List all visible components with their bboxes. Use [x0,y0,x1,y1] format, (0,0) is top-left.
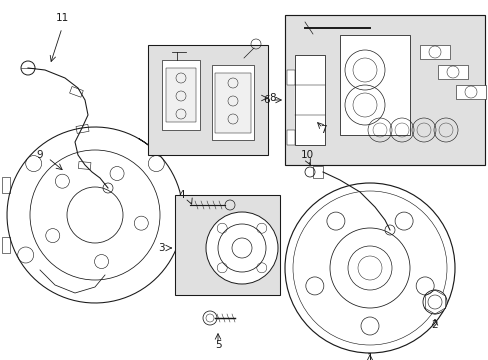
Bar [215,73,250,133]
Bar [419,45,449,59]
Text: 2: 2 [431,320,437,330]
Circle shape [422,290,446,314]
Bar [286,70,294,85]
Text: 5: 5 [214,340,221,350]
Circle shape [205,212,278,284]
Bar [286,130,294,145]
Bar [437,65,467,79]
Text: 4: 4 [178,190,184,200]
Bar [455,85,485,99]
Bar [162,60,200,130]
Bar [148,45,267,155]
Bar [78,162,91,170]
Bar [76,125,89,134]
Bar [69,86,83,97]
Text: 11: 11 [55,13,68,23]
Bar [212,65,253,140]
Bar [2,237,10,253]
Bar [294,55,325,145]
Bar [175,195,280,295]
Text: 8: 8 [269,93,276,103]
Text: 10: 10 [300,150,313,160]
Circle shape [285,183,454,353]
Bar [2,177,10,193]
Text: 6: 6 [263,95,269,105]
Text: 1: 1 [366,353,372,360]
Bar [339,35,409,135]
Text: 7: 7 [319,125,325,135]
Text: 9: 9 [37,150,43,160]
Bar [312,166,323,178]
Bar [165,68,196,122]
Bar [285,15,484,165]
Text: 3: 3 [158,243,164,253]
